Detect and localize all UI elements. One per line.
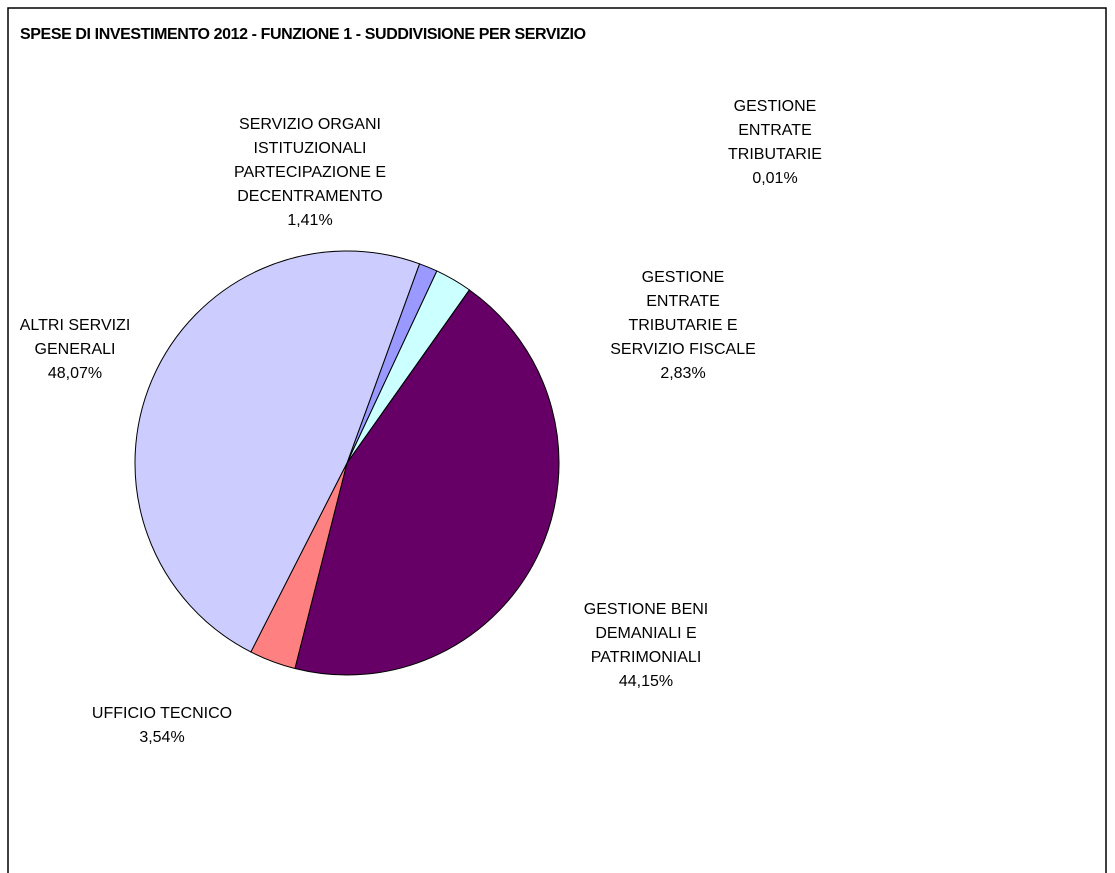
pie-slice <box>134 250 421 653</box>
pie-slice <box>294 289 560 676</box>
category-label: GESTIONE ENTRATE TRIBUTARIE E SERVIZIO F… <box>610 269 756 358</box>
value-label: 1,41% <box>287 212 333 229</box>
category-label: SERVIZIO ORGANI ISTITUZIONALI PARTECIPAZ… <box>233 116 387 205</box>
slice-label: SERVIZIO ORGANI ISTITUZIONALI PARTECIPAZ… <box>234 113 386 233</box>
category-label: UFFICIO TECNICO <box>91 705 233 722</box>
chart-title: SPESE DI INVESTIMENTO 2012 - FUNZIONE 1 … <box>20 26 586 43</box>
slice-label: GESTIONE ENTRATE TRIBUTARIE 0,01% <box>728 95 822 191</box>
frame <box>7 7 1107 873</box>
value-label: 0,01% <box>752 170 798 187</box>
category-label: ALTRI SERVIZI GENERALI <box>19 317 131 358</box>
slice-label: UFFICIO TECNICO 3,54% <box>92 702 232 750</box>
category-label: GESTIONE ENTRATE TRIBUTARIE <box>728 98 822 163</box>
value-label: 2,83% <box>660 365 706 382</box>
slice-label: GESTIONE BENI DEMANIALI E PATRIMONIALI 44… <box>584 598 708 694</box>
value-label: 44,15% <box>618 673 674 690</box>
slice-label: ALTRI SERVIZI GENERALI 48,07% <box>20 314 131 386</box>
category-label: GESTIONE BENI DEMANIALI E PATRIMONIALI <box>583 601 709 666</box>
value-label: 3,54% <box>139 729 185 746</box>
slice-label: GESTIONE ENTRATE TRIBUTARIE E SERVIZIO F… <box>610 266 756 386</box>
value-label: 48,07% <box>47 365 103 382</box>
